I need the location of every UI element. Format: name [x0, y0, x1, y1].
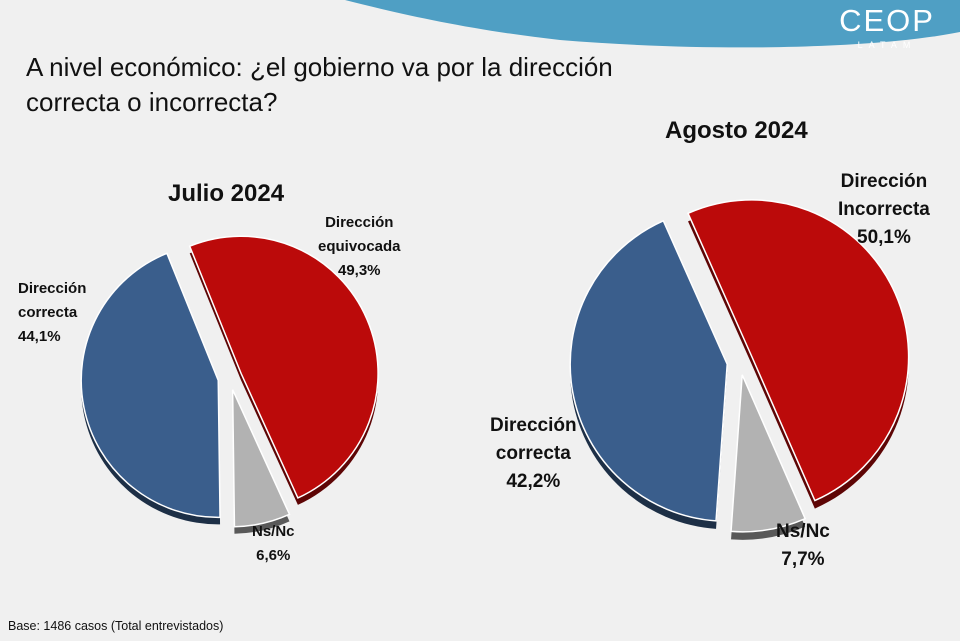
pie-agosto-slice-correcta	[569, 219, 728, 522]
label-julio-nsnc: Ns/Nc 6,6%	[252, 523, 295, 564]
label-julio-correcta: Dirección correcta 44,1%	[18, 280, 87, 345]
label-julio-equivocada: Dirección equivocada 49,3%	[318, 214, 401, 279]
ceop-logo: CEOP LATAM	[822, 2, 952, 50]
pie-agosto-slice-nsnc	[730, 374, 807, 533]
page-title: A nivel económico: ¿el gobierno va por l…	[26, 52, 613, 117]
logo-name: CEOP	[839, 3, 935, 38]
chart-title-agosto: Agosto 2024	[665, 117, 808, 144]
pie-julio-slice-nsnc	[231, 389, 291, 528]
label-agosto-correcta: Dirección correcta 42,2%	[490, 415, 577, 492]
logo-sub: LATAM	[857, 40, 917, 50]
pie-julio-slice-correcta	[80, 252, 221, 519]
label-agosto-incorrecta: Dirección Incorrecta 50,1%	[838, 171, 930, 248]
label-agosto-nsnc: Ns/Nc 7,7%	[776, 521, 830, 570]
pie-julio-slice-incorrecta	[188, 235, 379, 499]
footnote: Base: 1486 casos (Total entrevistados)	[8, 619, 224, 633]
pie-agosto-slice-incorrecta	[687, 199, 910, 502]
chart-title-julio: Julio 2024	[168, 180, 285, 207]
header-banner	[345, 0, 960, 48]
